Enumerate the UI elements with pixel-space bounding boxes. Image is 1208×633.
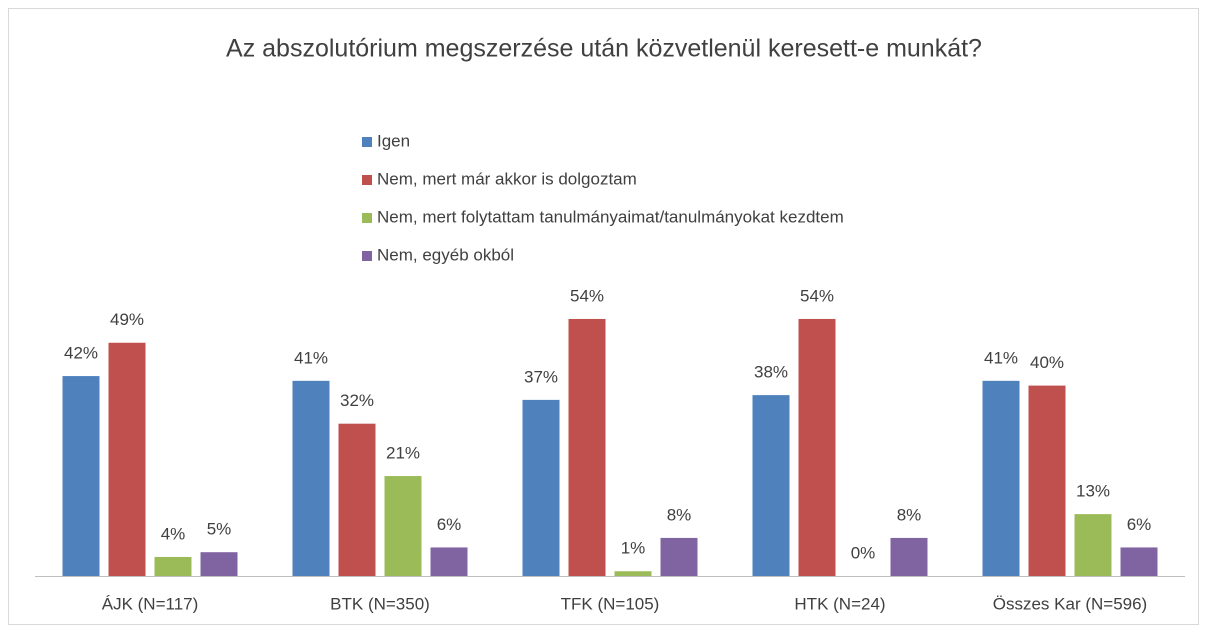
bar [890, 537, 928, 576]
data-label: 42% [64, 344, 98, 363]
data-label: 37% [524, 367, 558, 386]
data-label: 6% [1127, 515, 1152, 534]
data-label: 4% [161, 524, 186, 543]
x-tick-label: Összes Kar (N=596) [993, 594, 1147, 613]
data-label: 13% [1076, 482, 1110, 501]
bar [568, 318, 606, 576]
data-label: 1% [621, 539, 646, 558]
bar [752, 395, 790, 576]
data-label: 38% [754, 363, 788, 382]
legend-label: Nem, mert már akkor is dolgoztam [377, 169, 637, 188]
data-label: 8% [667, 505, 692, 524]
bar [154, 556, 192, 576]
x-tick-label: BTK (N=350) [330, 594, 430, 613]
bar [108, 342, 146, 576]
data-label: 54% [800, 286, 834, 305]
bar [430, 547, 468, 576]
legend-swatch [362, 175, 372, 185]
bar [1074, 514, 1112, 576]
data-label: 21% [386, 444, 420, 463]
bar [522, 399, 560, 576]
data-label: 5% [207, 520, 232, 539]
data-label: 6% [437, 515, 462, 534]
bar [384, 476, 422, 576]
bar [982, 380, 1020, 576]
bar [292, 380, 330, 576]
legend-label: Igen [377, 131, 410, 150]
data-label: 32% [340, 391, 374, 410]
data-label: 54% [570, 286, 604, 305]
bar [338, 423, 376, 576]
chart-title: Az abszolutórium megszerzése után közvet… [226, 35, 982, 63]
data-label: 41% [294, 348, 328, 367]
data-label: 8% [897, 505, 922, 524]
legend-swatch [362, 251, 372, 261]
bar [62, 376, 100, 576]
legend-swatch [362, 137, 372, 147]
x-tick-label: HTK (N=24) [794, 594, 885, 613]
legend-label: Nem, egyéb okból [377, 245, 514, 264]
bar [1028, 385, 1066, 576]
data-label: 41% [984, 348, 1018, 367]
legend-swatch [362, 213, 372, 223]
bar [1120, 547, 1158, 576]
data-label: 0% [851, 543, 876, 562]
x-tick-label: ÁJK (N=117) [102, 594, 199, 613]
bar [660, 537, 698, 576]
data-label: 49% [110, 310, 144, 329]
legend-label: Nem, mert folytattam tanulmányaimat/tanu… [377, 207, 844, 226]
bar [200, 552, 238, 576]
bar [798, 318, 836, 576]
data-label: 40% [1030, 353, 1064, 372]
bar [614, 571, 652, 576]
x-tick-label: TFK (N=105) [561, 594, 660, 613]
